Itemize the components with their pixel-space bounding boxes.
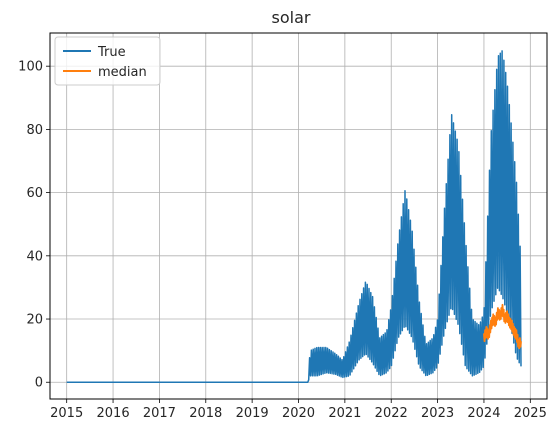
- y-axis: 0 20 40 60 80 100: [18, 60, 50, 391]
- y-tick-label: 80: [26, 123, 43, 138]
- legend-label-median: median: [98, 65, 147, 80]
- chart-title: solar: [272, 8, 311, 27]
- series-true-line: [66, 50, 522, 383]
- y-tick-label: 60: [26, 186, 43, 201]
- x-tick-label: 2018: [189, 406, 222, 421]
- legend: True median: [54, 36, 161, 86]
- plot-area: [66, 50, 522, 383]
- y-tick-label: 100: [18, 60, 43, 75]
- x-tick-label: 2016: [97, 406, 130, 421]
- y-tick-label: 20: [26, 313, 43, 328]
- x-tick-label: 2025: [514, 406, 547, 421]
- x-tick-label: 2024: [467, 406, 500, 421]
- x-tick-label: 2022: [375, 406, 408, 421]
- x-tick-label: 2020: [282, 406, 315, 421]
- x-tick-label: 2019: [236, 406, 269, 421]
- x-tick-label: 2017: [143, 406, 176, 421]
- legend-label-true: True: [97, 45, 126, 60]
- x-tick-label: 2023: [421, 406, 454, 421]
- x-axis: 2015 2016 2017 2018 2019 2020 2021 2022 2023 2024…: [50, 399, 547, 421]
- y-tick-label: 40: [26, 249, 43, 264]
- x-tick-label: 2015: [50, 406, 83, 421]
- legend-box: [54, 36, 161, 86]
- y-tick-label: 0: [35, 376, 43, 391]
- x-tick-label: 2021: [328, 406, 361, 421]
- series-median-line: [483, 303, 522, 350]
